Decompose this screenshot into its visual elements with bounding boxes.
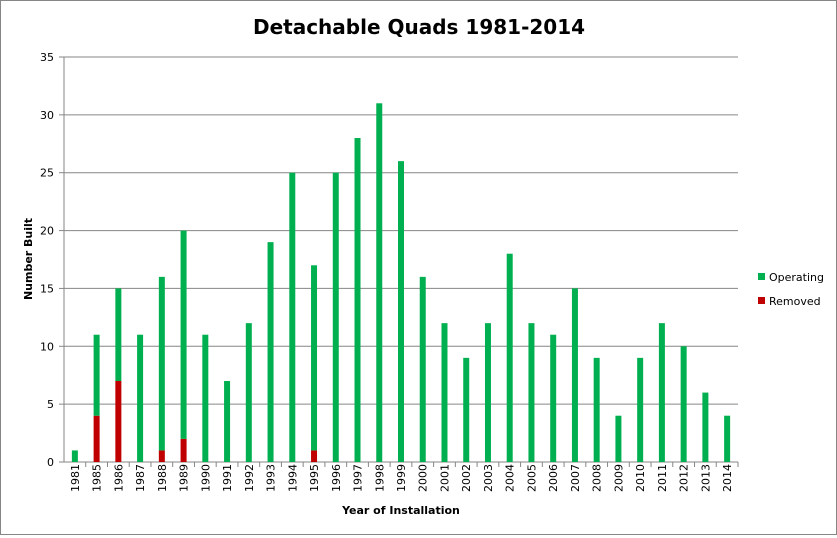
bar-operating-2007 bbox=[571, 288, 578, 462]
x-tick-label: 2009 bbox=[612, 464, 625, 492]
bar-removed-1988 bbox=[158, 450, 165, 462]
bar-operating-1993 bbox=[267, 242, 274, 462]
y-tick-label: 15 bbox=[40, 282, 54, 295]
y-tick-label: 30 bbox=[40, 109, 54, 122]
x-tick-label: 1988 bbox=[156, 464, 169, 492]
x-tick-label: 2007 bbox=[569, 464, 582, 492]
x-tick-label: 1998 bbox=[373, 464, 386, 492]
x-tick-label: 2006 bbox=[547, 464, 560, 492]
bar-operating-1996 bbox=[332, 172, 339, 462]
legend-label-removed: Removed bbox=[769, 295, 821, 308]
x-tick-label: 2005 bbox=[525, 464, 538, 492]
x-tick-label: 2013 bbox=[699, 464, 712, 492]
x-tick-label: 1989 bbox=[178, 464, 191, 492]
bar-removed-1995 bbox=[311, 450, 318, 462]
x-tick-label: 2011 bbox=[656, 464, 669, 492]
bar-operating-1999 bbox=[398, 161, 404, 462]
x-tick-label: 1997 bbox=[352, 464, 365, 492]
bar-operating-2010 bbox=[637, 357, 644, 462]
bar-operating-1994 bbox=[289, 172, 296, 462]
x-tick-label: 2008 bbox=[591, 464, 604, 492]
x-tick-label: 1991 bbox=[221, 464, 234, 492]
bar-operating-2014 bbox=[724, 415, 731, 462]
x-tick-label: 1990 bbox=[199, 464, 212, 492]
x-tick-label: 2002 bbox=[460, 464, 473, 492]
legend-swatch-operating bbox=[758, 273, 765, 280]
bar-operating-2001 bbox=[441, 323, 448, 462]
bar-operating-1981 bbox=[71, 450, 78, 462]
x-tick-label: 1996 bbox=[330, 464, 343, 492]
bar-operating-2004 bbox=[506, 253, 513, 462]
x-tick-label: 1992 bbox=[243, 464, 256, 492]
bar-operating-2005 bbox=[528, 323, 535, 462]
bar-operating-2012 bbox=[680, 346, 687, 462]
bar-operating-2006 bbox=[550, 334, 557, 462]
x-tick-label: 1987 bbox=[134, 464, 147, 492]
x-axis-label: Year of Installation bbox=[341, 504, 460, 517]
legend-swatch-removed bbox=[758, 297, 765, 304]
bar-removed-1989 bbox=[180, 438, 187, 462]
x-tick-label: 2014 bbox=[721, 464, 734, 492]
bar-removed-1986 bbox=[115, 381, 122, 462]
y-tick-label: 20 bbox=[40, 225, 54, 238]
y-tick-label: 35 bbox=[40, 51, 54, 64]
legend: Operating Removed bbox=[758, 271, 824, 308]
y-tick-label: 10 bbox=[40, 340, 54, 353]
bar-operating-1985 bbox=[93, 334, 100, 416]
x-tick-label: 1994 bbox=[286, 464, 299, 492]
y-tick-label: 5 bbox=[47, 398, 54, 411]
x-tick-label: 1995 bbox=[308, 464, 321, 492]
bar-operating-2009 bbox=[615, 415, 622, 462]
x-tick-label: 1985 bbox=[91, 464, 104, 492]
bar-operating-2013 bbox=[702, 392, 709, 462]
bar-operating-1995 bbox=[311, 265, 318, 451]
x-tick-label: 1986 bbox=[112, 464, 125, 492]
x-tick-label: 1993 bbox=[265, 464, 278, 492]
x-tick-label: 2012 bbox=[678, 464, 691, 492]
x-tick-label: 1999 bbox=[395, 464, 408, 492]
bar-operating-1997 bbox=[354, 138, 361, 462]
x-tick-label: 2001 bbox=[438, 464, 451, 492]
x-tick-label: 1981 bbox=[69, 464, 82, 492]
y-tick-label: 0 bbox=[47, 456, 54, 469]
x-tick-label: 2003 bbox=[482, 464, 495, 492]
bar-operating-1990 bbox=[202, 334, 209, 462]
x-tick-label: 2004 bbox=[504, 464, 517, 492]
bar-operating-1988 bbox=[158, 276, 165, 451]
bar-operating-1986 bbox=[115, 288, 122, 381]
bar-operating-1989 bbox=[180, 230, 187, 439]
bar-operating-2008 bbox=[593, 357, 600, 462]
bar-operating-2000 bbox=[419, 276, 426, 462]
bar-operating-2002 bbox=[463, 357, 470, 462]
bar-operating-1987 bbox=[137, 334, 144, 462]
x-tick-label: 2000 bbox=[417, 464, 430, 492]
bar-removed-1985 bbox=[93, 415, 100, 462]
bar-operating-2011 bbox=[658, 323, 665, 462]
bar-operating-1998 bbox=[376, 103, 383, 463]
bar-operating-1992 bbox=[245, 323, 252, 462]
y-axis-label: Number Built bbox=[22, 218, 35, 300]
bar-operating-1991 bbox=[224, 381, 231, 462]
legend-label-operating: Operating bbox=[769, 271, 824, 284]
bar-operating-2003 bbox=[484, 323, 491, 462]
x-tick-label: 2010 bbox=[634, 464, 647, 492]
y-tick-label: 25 bbox=[40, 167, 54, 180]
chart-title: Detachable Quads 1981-2014 bbox=[253, 15, 585, 39]
